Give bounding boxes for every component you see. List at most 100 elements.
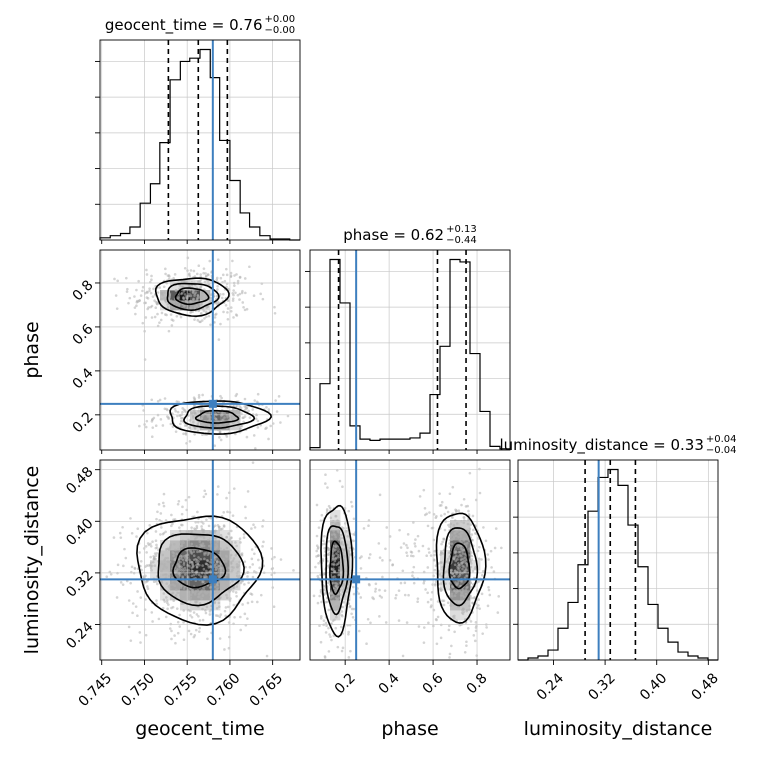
scatter-point [147, 306, 150, 309]
x-tick-label: 0.750 [118, 670, 158, 710]
scatter-point [127, 625, 131, 629]
scatter-point [322, 619, 326, 622]
scatter-point [492, 570, 496, 573]
scatter-point [467, 509, 470, 513]
scatter-point [169, 583, 172, 587]
density-cell [460, 610, 471, 621]
scatter-point [159, 418, 163, 421]
scatter-point [243, 612, 247, 616]
scatter-point [407, 593, 410, 597]
scatter-point [215, 542, 218, 546]
scatter-point [455, 509, 458, 512]
scatter-point [218, 436, 221, 439]
scatter-point [440, 500, 444, 504]
scatter-point [238, 427, 242, 430]
scatter-point [458, 566, 461, 569]
title-text: phase = 0.62 [343, 226, 444, 244]
scatter-point [242, 536, 246, 539]
scatter-point [146, 291, 149, 294]
scatter-point [369, 621, 372, 625]
scatter-point [324, 482, 327, 485]
scatter-point [193, 318, 196, 321]
scatter-point [347, 633, 350, 636]
scatter-point [259, 424, 262, 427]
scatter-point [234, 541, 237, 544]
scatter-point [331, 556, 334, 559]
scatter-point [136, 614, 139, 617]
scatter-point [156, 399, 160, 403]
scatter-point [465, 542, 469, 545]
scatter-point [176, 591, 179, 595]
scatter-point [402, 542, 406, 545]
scatter-point [397, 589, 401, 592]
scatter-point [216, 428, 220, 432]
density-cell [230, 540, 241, 551]
scatter-point [319, 590, 323, 594]
scatter-point [456, 530, 459, 534]
scatter-point [149, 291, 153, 295]
scatter-point [476, 549, 480, 553]
scatter-point [403, 581, 407, 585]
scatter-point [202, 528, 206, 532]
scatter-point [226, 317, 230, 321]
scatter-point [326, 553, 330, 556]
scatter-point [446, 557, 450, 561]
scatter-point [455, 572, 458, 576]
scatter-point [159, 512, 163, 515]
scatter-point [484, 539, 488, 543]
scatter-point [196, 422, 200, 426]
scatter-point [217, 590, 220, 594]
scatter-point [207, 524, 211, 528]
scatter-point [141, 285, 145, 289]
density-cell [210, 580, 221, 591]
scatter-point [229, 271, 233, 275]
scatter-point [329, 516, 333, 520]
scatter-point [178, 572, 182, 575]
scatter-point [446, 510, 450, 514]
scatter-point [245, 406, 249, 410]
scatter-point [477, 604, 480, 607]
x-axis-label-luminosity_distance: luminosity_distance [524, 718, 713, 740]
scatter-point [236, 293, 240, 297]
scatter-point [374, 587, 378, 591]
scatter-point [243, 397, 247, 401]
scatter-point [192, 408, 196, 412]
scatter-point [225, 496, 228, 500]
scatter-point [170, 524, 173, 528]
scatter-point [151, 418, 154, 422]
scatter-point [219, 547, 222, 550]
scatter-point [256, 600, 259, 604]
scatter-point [316, 546, 320, 549]
scatter-point [202, 267, 206, 270]
scatter-point [162, 492, 166, 496]
scatter-point [219, 533, 223, 537]
scatter-point [334, 556, 338, 560]
scatter-point [194, 589, 198, 593]
scatter-point [198, 563, 201, 567]
scatter-point [219, 438, 223, 442]
scatter-point [152, 287, 155, 291]
scatter-point [184, 568, 187, 572]
scatter-point [174, 409, 178, 413]
histogram-geocent_time [99, 48, 300, 241]
scatter-point [243, 560, 247, 563]
scatter-point [235, 594, 238, 598]
scatter-point [178, 625, 182, 628]
scatter-point [465, 574, 468, 577]
contour-line [136, 515, 264, 626]
scatter-point [462, 521, 466, 525]
scatter-point [202, 309, 206, 313]
x-tick-label: 0.40 [637, 670, 670, 703]
scatter-point [256, 419, 260, 423]
scatter-point [233, 416, 237, 420]
scatter-point [208, 429, 211, 433]
scatter-point [155, 551, 159, 555]
hist-frame [99, 39, 301, 241]
scatter-point [477, 598, 480, 601]
scatter-point [140, 568, 143, 572]
scatter-point [416, 534, 420, 538]
scatter-point [454, 581, 457, 584]
scatter-point [188, 564, 191, 568]
scatter-point [399, 546, 403, 549]
scatter-point [201, 433, 204, 437]
